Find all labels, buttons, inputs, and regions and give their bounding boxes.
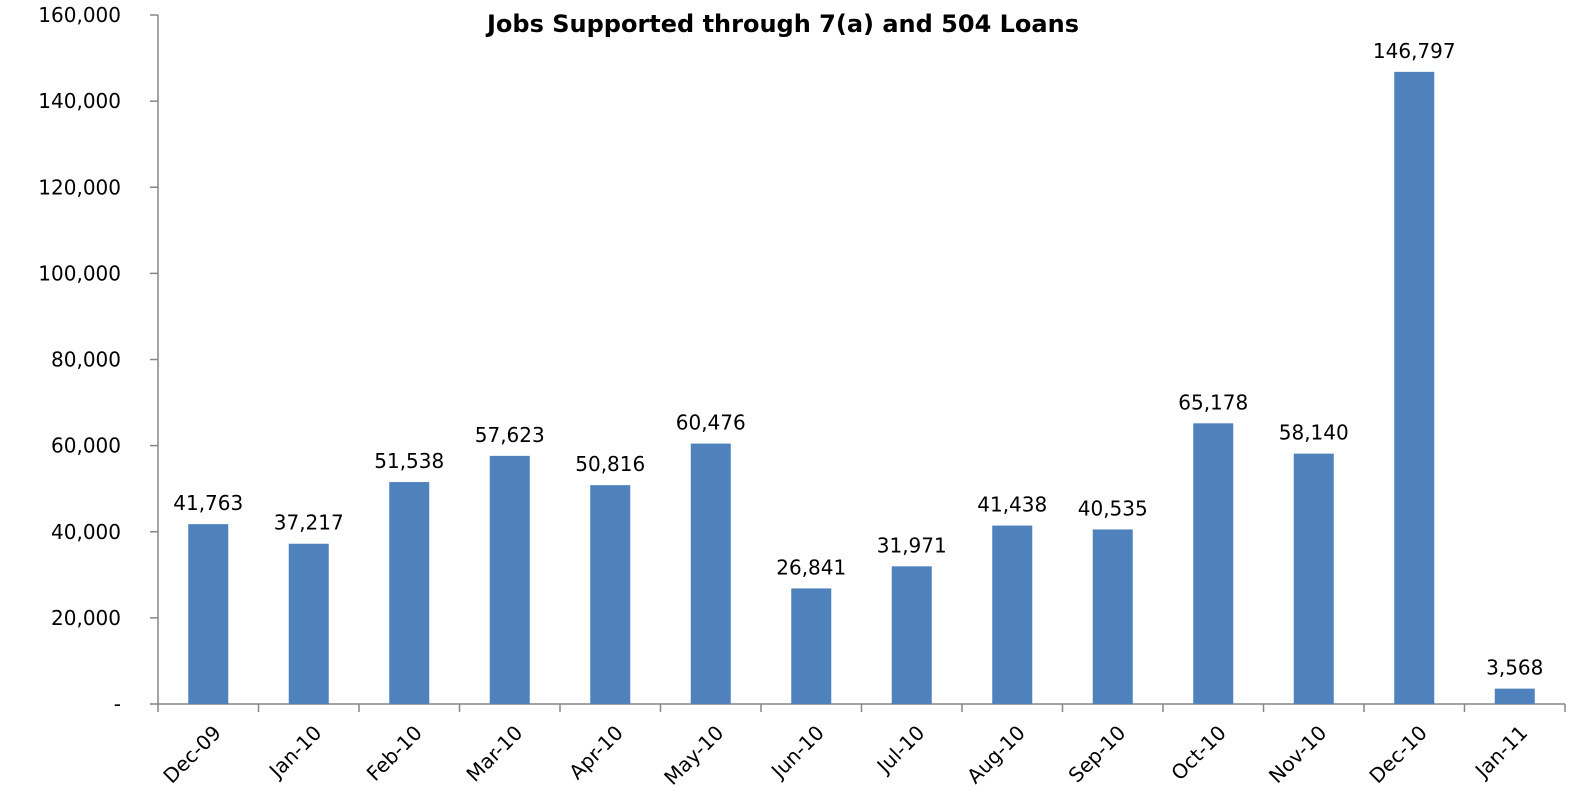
- y-tick-label: 120,000: [38, 175, 121, 199]
- x-tick-label: May-10: [659, 721, 728, 790]
- x-tick-label: Jan-10: [263, 721, 326, 784]
- bar: [992, 525, 1033, 704]
- bar: [1193, 423, 1234, 704]
- bar: [791, 588, 832, 704]
- data-label: 3,568: [1486, 656, 1543, 680]
- x-tick-label: Apr-10: [564, 721, 628, 785]
- x-tick-label: Oct-10: [1166, 721, 1231, 786]
- y-tick-label: 100,000: [38, 261, 121, 285]
- data-label: 146,797: [1373, 39, 1456, 63]
- bar: [1394, 71, 1435, 705]
- x-tick-label: Jan-11: [1469, 721, 1532, 784]
- chart-title: Jobs Supported through 7(a) and 504 Loan…: [485, 10, 1079, 38]
- y-tick-label: 60,000: [51, 434, 121, 458]
- x-tick-label: Sep-10: [1064, 721, 1131, 788]
- x-tick-label: Nov-10: [1264, 721, 1331, 788]
- bar: [288, 543, 329, 704]
- bar: [1293, 453, 1334, 704]
- x-tick-label: Feb-10: [362, 721, 427, 786]
- y-axis: - 20,000 40,000 60,000 80,000 100,000 120,000 1…: [38, 3, 159, 716]
- data-labels: 41,763 37,217 51,538 57,623 50,816 60,476 26,8…: [173, 39, 1543, 680]
- y-tick-label: 80,000: [51, 348, 121, 372]
- x-tick-label: Dec-09: [158, 721, 225, 788]
- data-label: 65,178: [1178, 390, 1248, 414]
- y-tick-label: 160,000: [38, 3, 121, 27]
- data-label: 37,217: [274, 511, 344, 535]
- x-tick-label: Mar-10: [461, 721, 527, 787]
- bar: [590, 485, 631, 704]
- data-label: 60,476: [676, 411, 746, 435]
- data-label: 50,816: [575, 452, 645, 476]
- data-label: 41,763: [173, 491, 243, 515]
- bar: [188, 524, 229, 704]
- x-tick-label: Jun-10: [765, 721, 829, 785]
- bar: [891, 566, 932, 704]
- data-label: 26,841: [776, 555, 846, 579]
- bar: [489, 455, 530, 704]
- data-label: 57,623: [475, 423, 545, 447]
- bar: [389, 482, 430, 704]
- data-label: 51,538: [374, 449, 444, 473]
- x-tick-label: Jul-10: [871, 721, 930, 780]
- x-tick-label: Dec-10: [1364, 721, 1431, 788]
- bar: [1494, 688, 1535, 704]
- data-label: 31,971: [877, 533, 947, 557]
- y-tick-label: -: [114, 692, 121, 716]
- y-tick-label: 20,000: [51, 606, 121, 630]
- bar: [1092, 529, 1133, 704]
- y-tick-label: 40,000: [51, 520, 121, 544]
- data-label: 40,535: [1078, 496, 1148, 520]
- bars: [188, 71, 1535, 705]
- x-axis: Dec-09 Jan-10 Feb-10 Mar-10 Apr-10 May-10 Jun-…: [157, 703, 1566, 790]
- y-tick-label: 140,000: [38, 89, 121, 113]
- bar: [690, 443, 731, 704]
- data-label: 58,140: [1279, 421, 1349, 445]
- x-tick-label: Aug-10: [962, 721, 1030, 789]
- data-label: 41,438: [977, 493, 1047, 517]
